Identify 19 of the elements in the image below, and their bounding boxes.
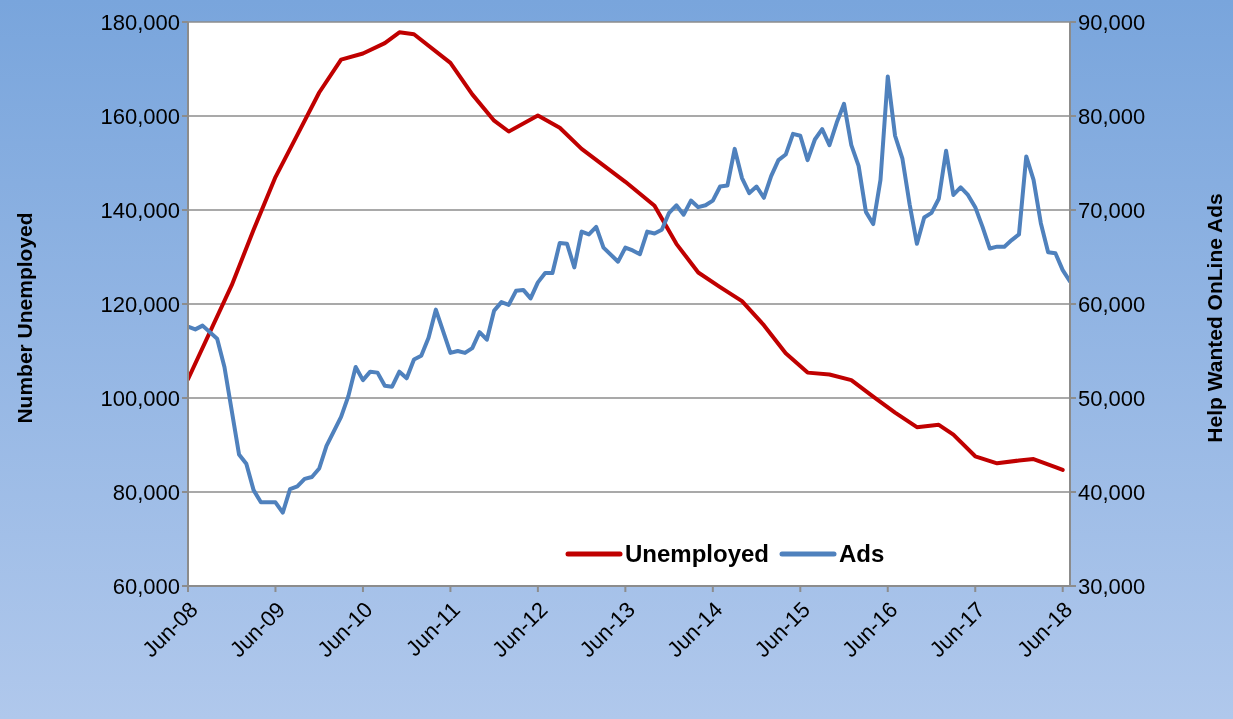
y-tick-label: 60,000 — [112, 573, 180, 599]
y2-tick-label: 90,000 — [1078, 9, 1146, 35]
line-series — [188, 30, 1065, 472]
legend-label: Ads — [839, 540, 885, 568]
y2-tick-label: 30,000 — [1078, 573, 1146, 599]
y-tick-label: 120,000 — [100, 291, 180, 317]
y2-tick-label: 50,000 — [1078, 385, 1146, 411]
y-tick-label: 100,000 — [100, 385, 180, 411]
y2-tick-label: 80,000 — [1078, 103, 1146, 129]
y-tick-label: 80,000 — [112, 479, 180, 505]
legend-label: Unemployed — [625, 540, 770, 568]
y-tick-label: 140,000 — [100, 197, 180, 223]
y2-tick-label: 70,000 — [1078, 197, 1146, 223]
y2-tick-label: 60,000 — [1078, 291, 1146, 317]
y2-axis-title: Help Wanted OnLine Ads — [1203, 193, 1226, 443]
y-tick-label: 180,000 — [100, 9, 180, 35]
y2-tick-label: 40,000 — [1078, 479, 1146, 505]
y-tick-label: 160,000 — [100, 103, 180, 129]
y-axis-title: Number Unemployed — [13, 212, 36, 424]
